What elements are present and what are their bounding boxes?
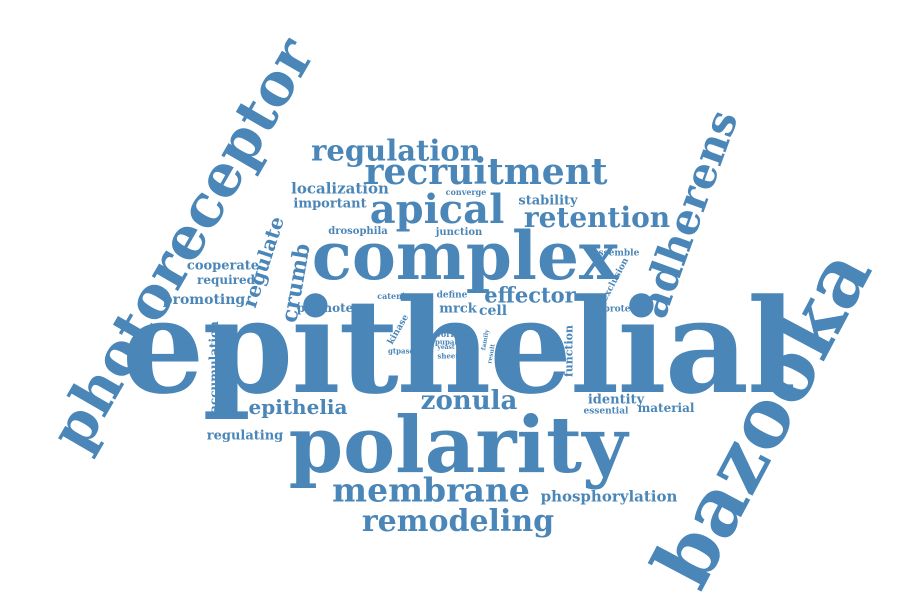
word-membrane: membrane [332, 470, 530, 510]
word-sheet: sheet [437, 351, 459, 361]
word-protein: protein [603, 304, 641, 315]
word-promote: promote [296, 301, 354, 315]
word-retention: retention [523, 201, 671, 234]
word-gtpase: gtpase [388, 346, 414, 356]
word-stability: stability [518, 193, 578, 209]
word-essential: essential [583, 406, 629, 417]
word-required: required [197, 273, 255, 287]
word-localization: localization [291, 179, 389, 198]
word-mrck: mrck [439, 301, 477, 317]
word-promoting: promoting [162, 292, 246, 308]
word-identity: identity [587, 392, 645, 408]
word-drosophila: drosophila [328, 226, 388, 237]
word-canoe: canoe [521, 351, 559, 365]
word-zonula: zonula [420, 386, 518, 416]
word-define: define [436, 290, 468, 301]
word-polarity: polarity [288, 400, 628, 491]
word-cooperate: cooperate [186, 258, 260, 274]
word-effector: effector [484, 282, 576, 308]
word-regulation: regulation [311, 133, 481, 168]
word-work: work [434, 329, 456, 339]
word-phosphorylation: phosphorylation [540, 487, 678, 506]
word-catenin: catenin [377, 291, 411, 301]
word-pupal: pupal [434, 337, 458, 347]
word-junction: junction [435, 227, 483, 238]
word-important: important [293, 196, 367, 212]
word-assemble: assemble [592, 248, 640, 259]
word-recruitment: recruitment [364, 151, 608, 193]
word-epithelial: epithelial [121, 270, 797, 423]
word-yeast: yeast [437, 344, 455, 351]
word-accumulation: accumulation [207, 321, 221, 413]
word-material: material [637, 401, 695, 415]
word-apical: apical [369, 186, 505, 233]
word-complex: complex [311, 217, 619, 295]
word-remodeling: remodeling [361, 504, 555, 539]
word-converge: converge [445, 187, 487, 197]
word-regulating: regulating [206, 428, 284, 444]
word-function: function [562, 324, 576, 378]
word-epithelia: epithelia [248, 395, 348, 419]
word-cell: cell [478, 303, 508, 319]
